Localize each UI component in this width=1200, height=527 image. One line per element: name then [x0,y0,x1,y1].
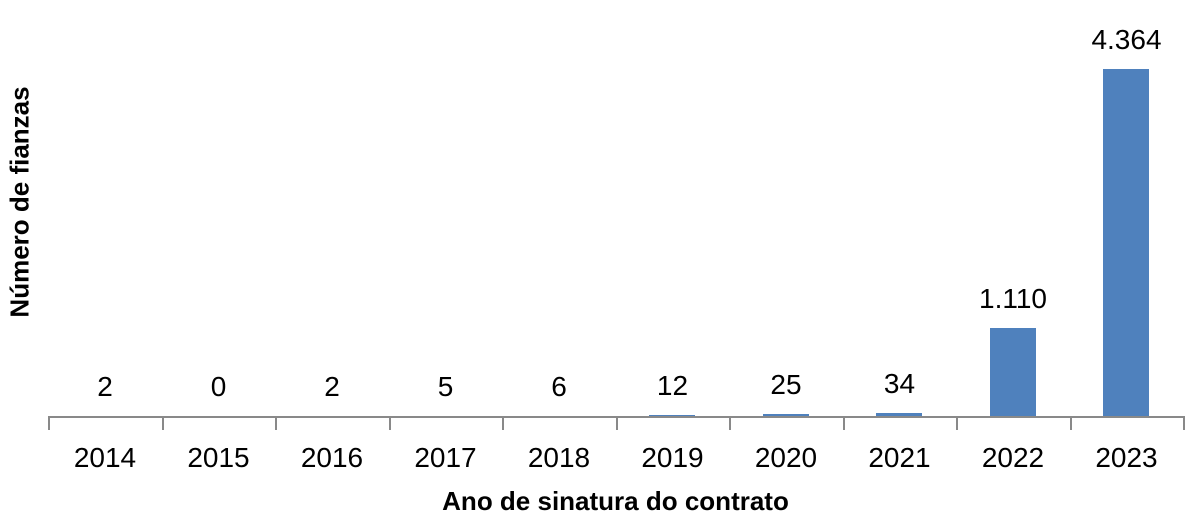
x-axis-tick [161,416,164,430]
x-tick-label-2015: 2015 [187,442,250,473]
x-tick-label-2017: 2017 [414,442,477,473]
value-label-2020: 25 [770,369,802,401]
value-label-2017: 5 [437,370,454,402]
x-axis-tick [1183,416,1185,430]
bar-2019 [649,415,696,416]
x-tick-label-2023: 2023 [1095,442,1158,473]
bar-2023 [1103,69,1150,416]
x-axis-tick [388,416,391,430]
x-tick-label-2016: 2016 [300,442,364,473]
x-axis-tick [615,416,618,430]
x-tick-label-2020: 2020 [754,442,818,473]
value-label-2014: 2 [97,370,113,402]
x-tick-label-2018: 2018 [527,442,591,473]
x-tick-label-2021: 2021 [868,442,931,473]
x-axis-tick [842,416,845,430]
x-tick-label-2019: 2019 [641,442,704,473]
x-tick-label-2022: 2022 [981,442,1045,473]
value-label-2019: 12 [656,370,689,402]
plot-area: 2 0 2 5 6 12 25 34 1.110 4.364 [81,24,1162,416]
value-label-2022: 1.110 [979,282,1047,314]
bar-2021 [876,413,923,416]
x-axis-tick [48,416,50,430]
bar-2020 [762,414,809,416]
value-label-2015: 0 [210,371,227,402]
value-label-2023: 4.364 [1091,24,1162,55]
x-axis-title: Ano de sinatura do contrato [442,486,789,516]
value-label-2018: 6 [551,370,567,402]
x-axis-tick [502,416,504,430]
x-axis-tick [729,416,731,430]
value-label-2021: 34 [883,368,916,400]
x-tick-label-2014: 2014 [73,442,137,473]
bar-2022 [989,327,1036,416]
x-axis-tick [275,416,277,430]
x-axis-tick [1069,416,1072,430]
x-axis-tick [956,416,958,430]
value-label-2016: 2 [324,370,340,402]
